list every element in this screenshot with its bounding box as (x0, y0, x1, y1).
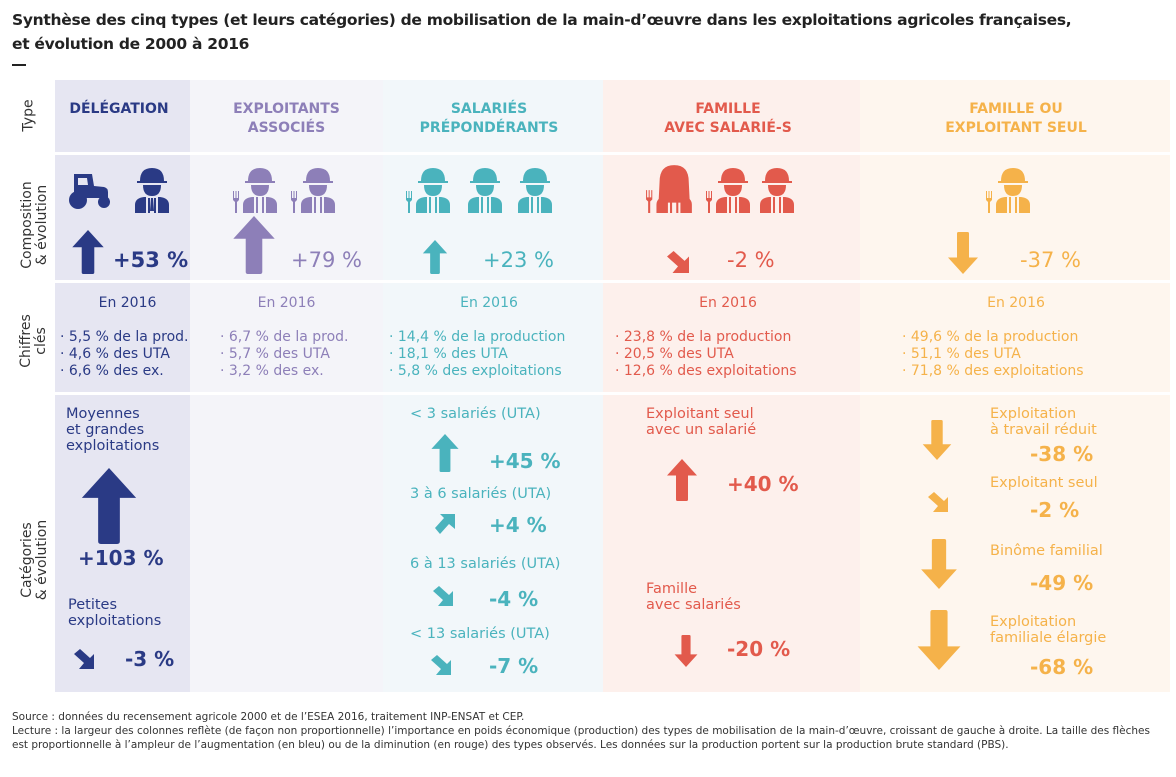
evolution-value: -2 % (727, 248, 775, 272)
arrow-down-right-icon (667, 251, 689, 273)
category-label: Exploitation à travail réduit (990, 406, 1097, 438)
arrow-down-right-icon (431, 655, 451, 675)
farmer-fork-icon (405, 165, 453, 213)
woman-fork-icon (645, 163, 695, 213)
category-label: Exploitant seul (990, 475, 1098, 491)
column-exploitants-associes (190, 80, 383, 692)
worker-helmet-icon (515, 165, 555, 213)
arrow-down-icon (914, 610, 964, 670)
arrow-up-icon (81, 468, 137, 544)
arrow-up-icon (70, 230, 106, 274)
farmer-fork-icon (290, 165, 338, 213)
category-label: 6 à 13 salariés (UTA) (410, 556, 561, 572)
year-label: En 2016 (460, 295, 518, 311)
category-label: Moyennes et grandes exploitations (66, 406, 160, 454)
arrow-down-icon (673, 635, 699, 667)
title-line-2: et évolution de 2000 à 2016 (12, 35, 250, 53)
year-label: En 2016 (987, 295, 1045, 311)
worker-helmet-icon (757, 165, 797, 213)
category-value: -3 % (125, 647, 175, 671)
header-famille-ou-exploitant-seul: FAMILLE OU EXPLOITANT SEUL (945, 101, 1087, 136)
category-label: < 13 salariés (UTA) (410, 626, 550, 642)
category-value: -68 % (1030, 655, 1094, 679)
arrow-down-right-icon (433, 586, 453, 606)
worker-tie-icon (132, 165, 172, 213)
header-salaries-preponderants: SALARIÉS PRÉPONDÉRANTS (419, 101, 559, 136)
row-divider (55, 392, 1170, 395)
arrow-down-icon (920, 420, 954, 460)
key-figures-delegation: · 5,5 % de la prod. · 4,6 % des UTA · 6,6 … (60, 329, 189, 379)
row-divider (55, 280, 1170, 283)
arrow-down-icon (918, 539, 960, 589)
category-value: +103 % (78, 546, 164, 570)
row-label-categories: Catégories & évolution (19, 519, 50, 601)
category-value: -2 % (1030, 498, 1080, 522)
category-value: +45 % (489, 449, 561, 473)
category-label: Famille avec salariés (646, 581, 741, 613)
farmer-fork-icon (232, 165, 280, 213)
year-label: En 2016 (699, 295, 757, 311)
header-famille-avec-salaries: FAMILLE AVEC SALARIÉ-S (664, 101, 792, 136)
arrow-up-icon (430, 434, 460, 472)
worker-helmet-icon (465, 165, 505, 213)
category-value: -7 % (489, 654, 539, 678)
evolution-value: +23 % (483, 248, 554, 272)
arrow-up-icon (665, 459, 699, 501)
arrow-up-right-icon (435, 514, 455, 534)
arrow-up-icon (231, 216, 277, 274)
row-divider (55, 152, 1170, 155)
title-divider (12, 64, 26, 66)
row-label-type: Type (20, 99, 37, 132)
category-value: -49 % (1030, 571, 1094, 595)
category-value: -20 % (727, 637, 791, 661)
category-value: -38 % (1030, 442, 1094, 466)
key-figures-exploitants-associes: · 6,7 % de la prod. · 5,7 % des UTA · 3,2 … (220, 329, 349, 379)
evolution-value: +53 % (113, 248, 189, 272)
arrow-down-icon (945, 232, 981, 274)
header-exploitants-associes: EXPLOITANTS ASSOCIÉS (233, 101, 340, 136)
key-figures-famille-ou-exploitant-seul: · 49,6 % de la production · 51,1 % des UT… (902, 329, 1084, 379)
tractor-icon (66, 170, 114, 210)
header-delegation: DÉLÉGATION (69, 101, 169, 117)
evolution-value: -37 % (1020, 248, 1081, 272)
row-label-chiffres-cles: Chiffres clés (18, 314, 49, 368)
arrow-down-right-icon (928, 492, 948, 512)
category-value: +4 % (489, 513, 547, 537)
category-label: Exploitation familiale élargie (990, 614, 1107, 646)
farmer-fork-icon (705, 165, 753, 213)
category-label: < 3 salariés (UTA) (410, 406, 541, 422)
category-value: +40 % (727, 472, 799, 496)
year-label: En 2016 (257, 295, 316, 311)
year-label: En 2016 (98, 295, 157, 311)
category-label: Exploitant seul avec un salarié (646, 406, 757, 438)
evolution-value: +79 % (291, 248, 362, 272)
footnote: Source : données du recensement agricole… (12, 710, 1172, 752)
category-label: 3 à 6 salariés (UTA) (410, 486, 552, 502)
arrow-up-icon (421, 240, 449, 274)
figure-title: Synthèse des cinq types (et leurs catégo… (12, 8, 1072, 56)
key-figures-salaries-preponderants: · 14,4 % de la production · 18,1 % des UT… (389, 329, 566, 379)
arrow-down-right-icon (74, 649, 94, 669)
row-label-composition: Composition & évolution (19, 181, 50, 269)
category-label: Petites exploitations (68, 597, 162, 629)
reading-note-cont: est proportionnelle à l’ampleur de l’aug… (12, 739, 1009, 751)
reading-note: Lecture : la largeur des colonnes reflèt… (12, 725, 1150, 737)
farmer-fork-icon (985, 165, 1033, 213)
title-line-1: Synthèse des cinq types (et leurs catégo… (12, 11, 1072, 29)
category-value: -4 % (489, 587, 539, 611)
key-figures-famille-avec-salaries: · 23,8 % de la production · 20,5 % des UT… (615, 329, 797, 379)
source-note: Source : données du recensement agricole… (12, 711, 525, 723)
category-label: Binôme familial (990, 543, 1103, 559)
